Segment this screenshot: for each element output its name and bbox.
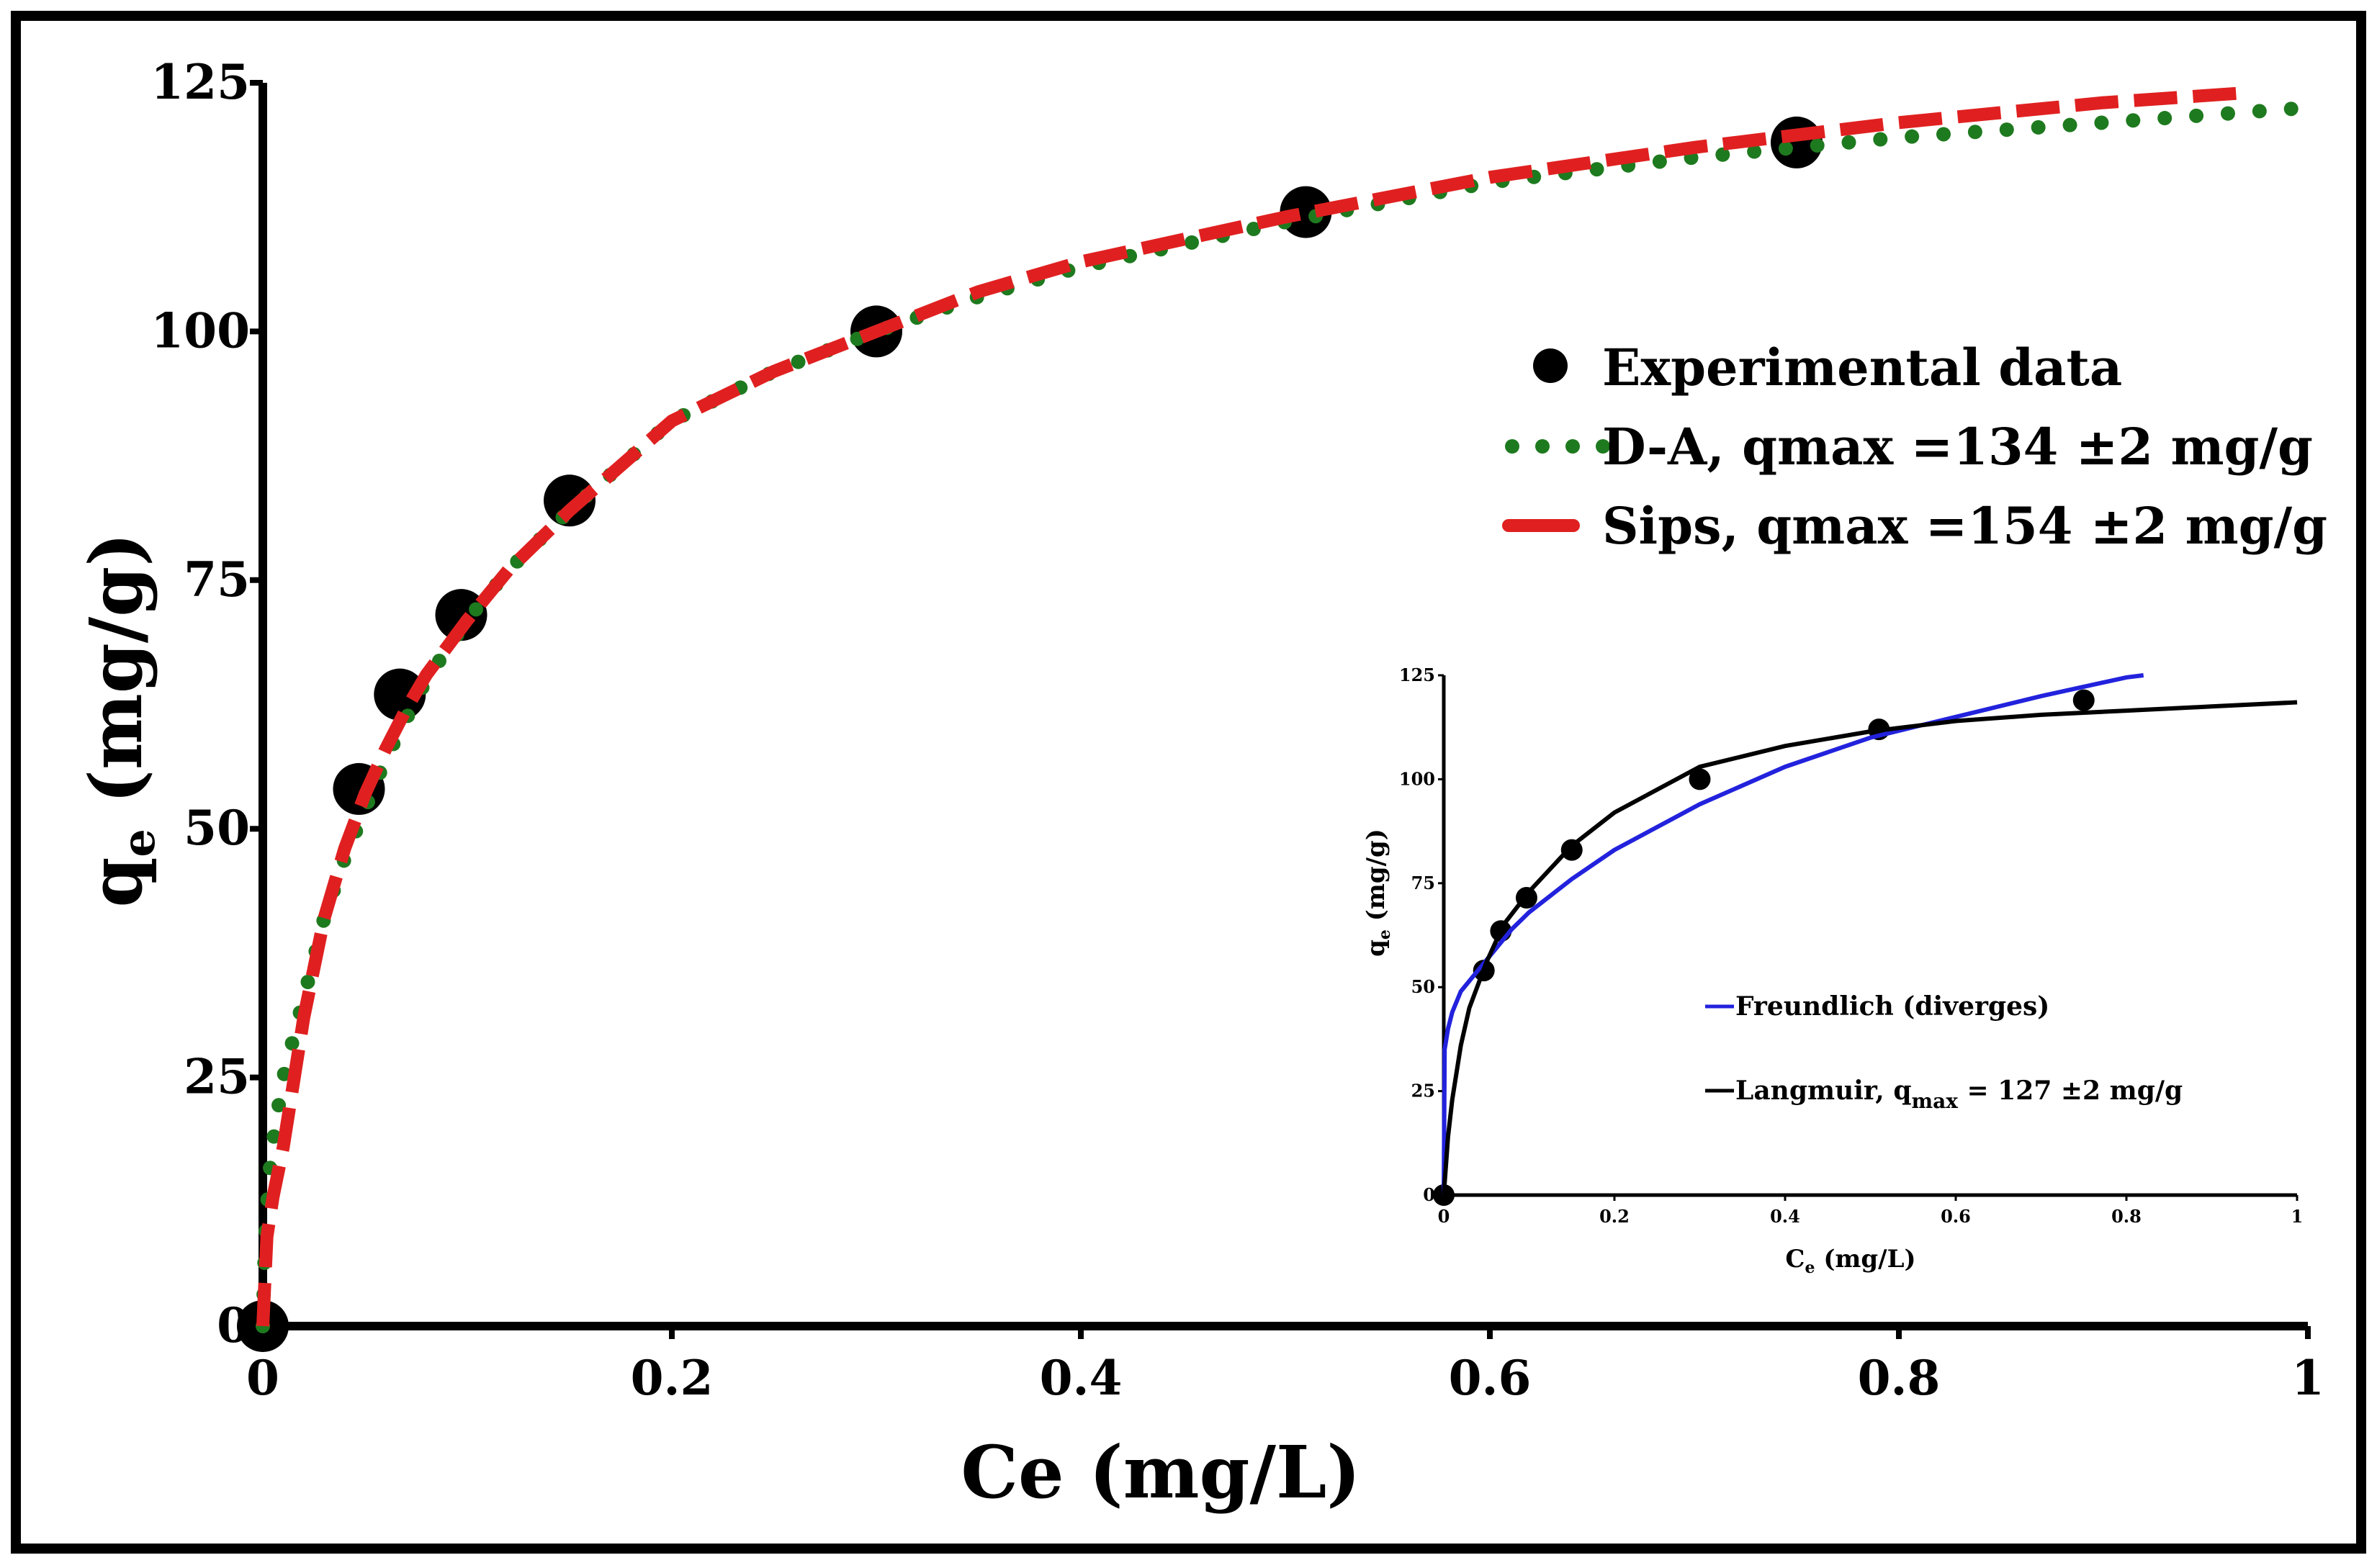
inset-y-tick-label: 50 [1411,976,1435,997]
main-x-tick-label: 1 [2291,1350,2324,1406]
inset-y-axis-title: qe (mg/g) [1362,829,1394,957]
inset-x-tick-label: 0 [1438,1206,1450,1227]
main-x-tick-label: 0.4 [1040,1350,1123,1406]
inset-y-axis-title-q: q [1362,940,1390,957]
inset-data-point [1689,768,1711,790]
main-x-tick-label: 0.2 [631,1350,714,1406]
inset-data-point [1560,839,1583,861]
main-y-tick-label: 75 [184,551,250,608]
main-data-point [374,668,426,721]
inset-x-tick-label: 0.6 [1941,1206,1971,1227]
legend-label-da: D-A, qmax =134 ±2 mg/g [1602,417,2313,477]
main-y-tick-label: 125 [150,54,250,110]
inset-series-line-1 [1442,673,2144,1196]
legend-label-experimental: Experimental data [1602,338,2122,397]
inset-y-axis-title-sub: e [1375,929,1394,940]
main-series-line-2 [256,86,2247,1327]
main-x-tick-label: 0.8 [1858,1350,1941,1406]
main-data-point [1280,186,1332,238]
main-x-axis-title: Ce (mg/L) [961,1430,1360,1515]
inset-legend-label-langmuir: Langmuir, qmax = 127 ±2 mg/g [1735,1076,2183,1113]
inset-x-tick-label: 0.8 [2111,1206,2142,1227]
inset-legend-label-langmuir-sub: max [1912,1089,1959,1113]
inset-x-tick-label: 0.4 [1770,1206,1800,1227]
legend-marker-experimental [1533,348,1568,383]
main-data-point [435,589,487,641]
main-y-axis-title-q: q [73,857,158,908]
main-series [237,86,2315,1352]
main-y-axis-title: qe (mg/g) [73,533,165,908]
main-y-axis-title-unit: (mg/g) [73,533,158,829]
inset-x-axis-title-unit: (mg/L) [1815,1245,1915,1274]
main-y-tick-label: 50 [184,800,250,856]
legend-label-sips: Sips, qmax =154 ±2 mg/g [1602,496,2327,556]
main-x-tick-label: 0.6 [1449,1350,1532,1406]
inset-y-tick-label: 0 [1423,1184,1435,1205]
inset-series-line-2 [1442,700,2298,1196]
inset-data-point [2072,689,2095,711]
main-y-tick-label: 100 [150,302,250,359]
main-y-axis-title-sub: e [112,829,165,857]
inset-x-axis-title-sub: e [1805,1258,1815,1277]
main-legend: Experimental data D-A, qmax =134 ±2 mg/g… [1502,338,2327,556]
inset-legend-label-freundlich: Freundlich (diverges) [1735,991,2049,1022]
figure-frame [11,11,2366,1554]
inset-y-tick-label: 100 [1399,768,1435,789]
inset-legend: Freundlich (diverges) Langmuir, qmax = 1… [1705,991,2183,1113]
inset-y-axis-title-unit: (mg/g) [1362,829,1390,929]
main-x-tick-label: 0 [246,1350,279,1406]
inset-legend-label-langmuir-tail: = 127 ±2 mg/g [1958,1076,2183,1106]
inset-y-tick-label: 125 [1399,664,1435,685]
inset-y-tick-label: 75 [1411,873,1435,893]
inset-y-tick-label: 25 [1411,1081,1435,1101]
main-y-tick-label: 25 [184,1049,250,1105]
inset-x-axis-title-c: C [1785,1245,1805,1274]
inset-series [1433,673,2298,1206]
inset-x-axis-title: Ce (mg/L) [1785,1245,1915,1277]
inset-legend-label-langmuir-main: Langmuir, q [1735,1076,1912,1106]
legend-marker-da [1505,439,1610,454]
inset-x-tick-label: 1 [2291,1206,2304,1227]
inset-x-tick-label: 0.2 [1599,1206,1630,1227]
